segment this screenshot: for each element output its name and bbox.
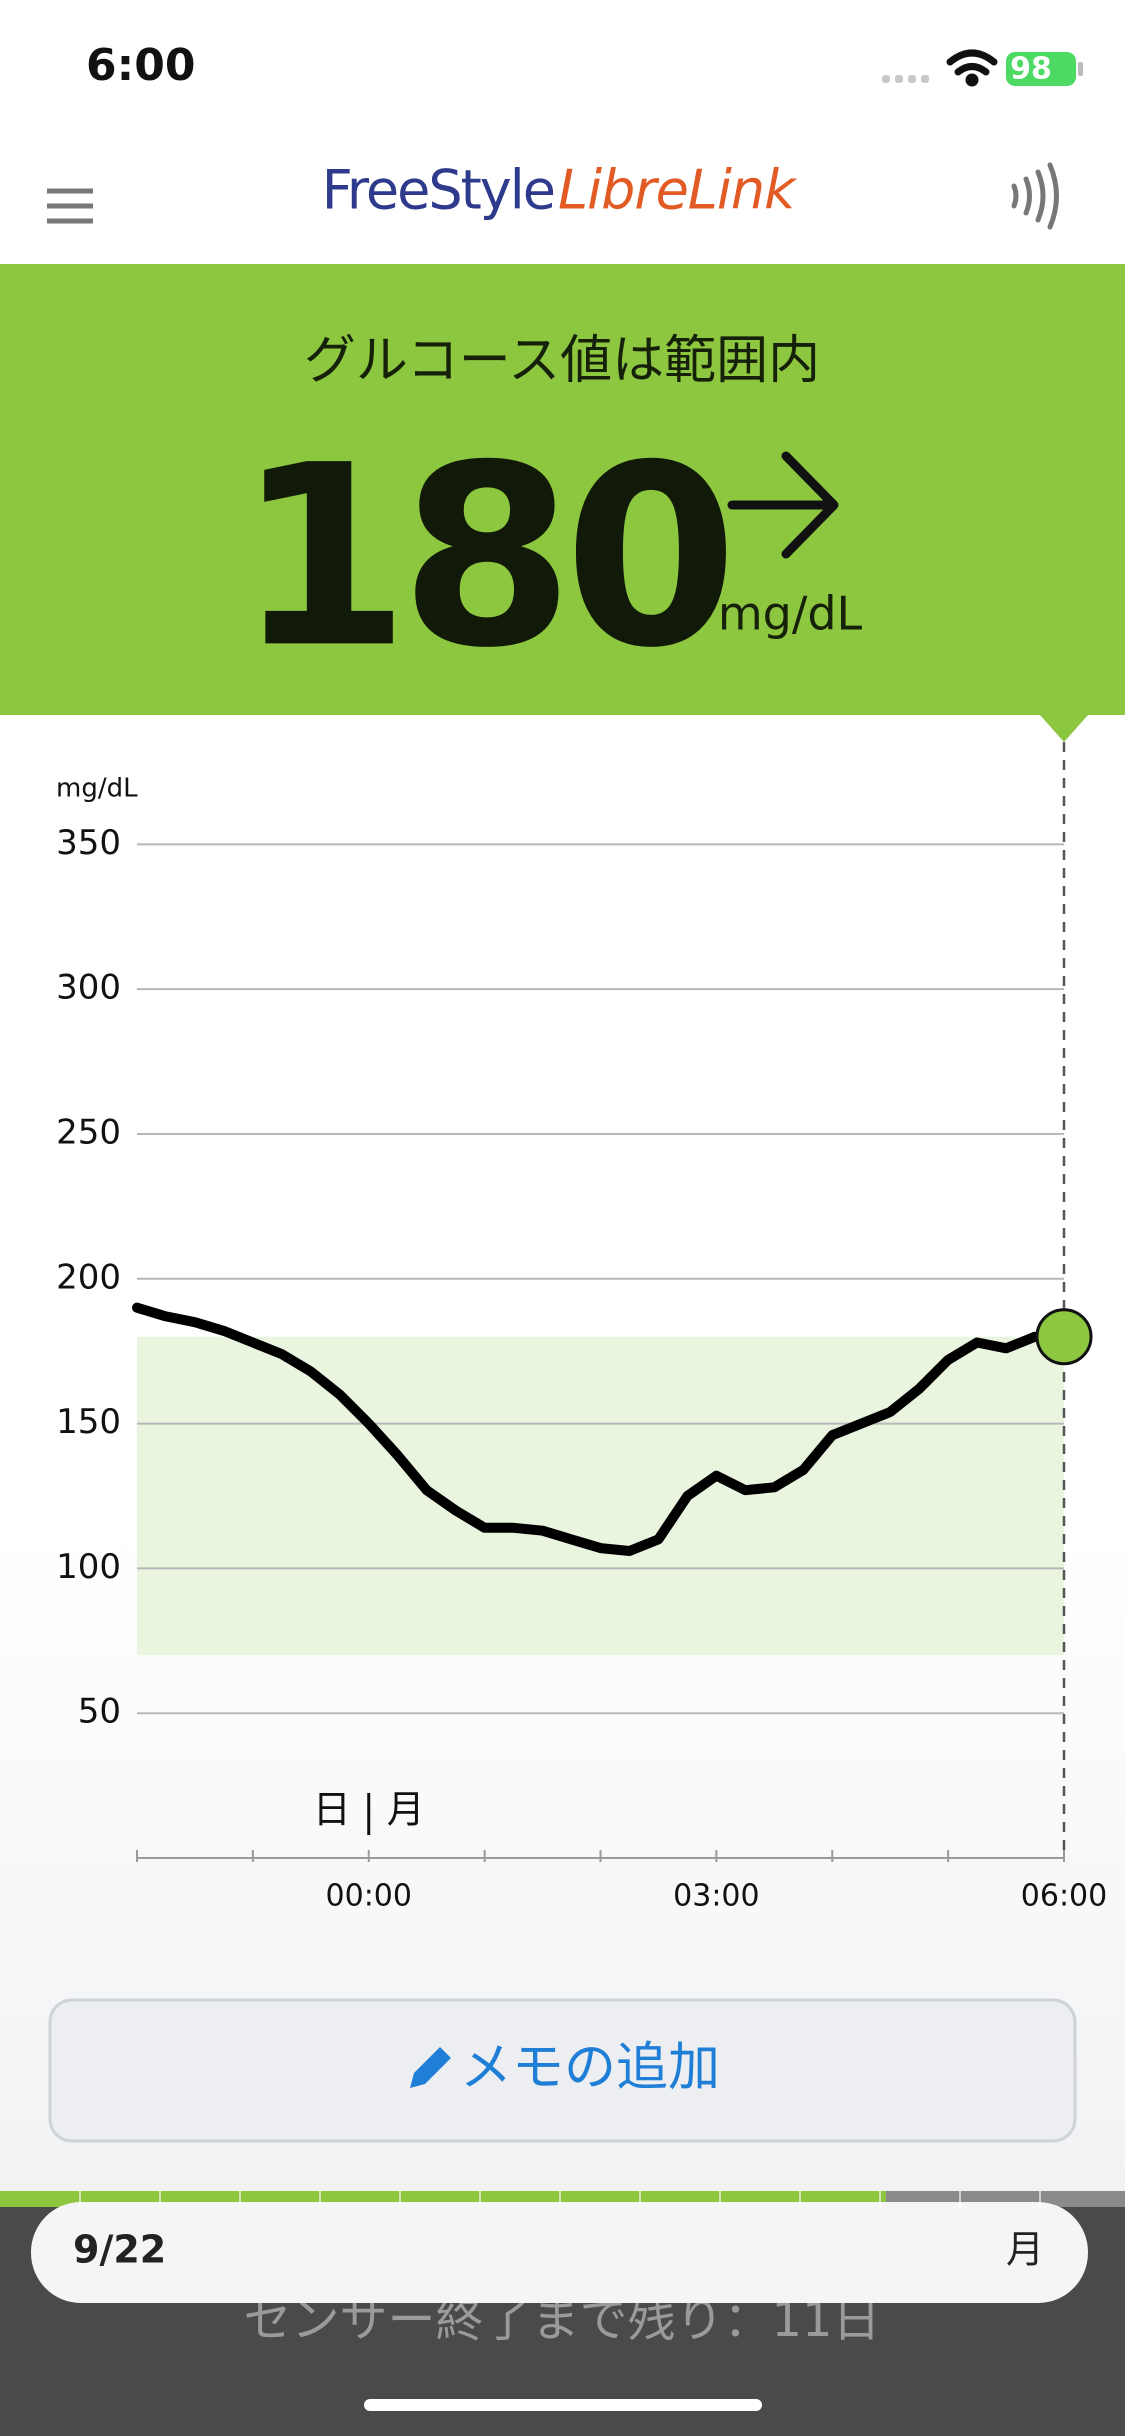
battery-cap <box>1078 62 1083 76</box>
x-tick-label: 03:00 <box>673 1879 759 1914</box>
y-tick-label: 300 <box>56 968 121 1008</box>
menu-icon[interactable] <box>47 188 93 224</box>
banner-status: グルコース値は範囲内 <box>304 331 820 391</box>
pencil-icon <box>410 2047 451 2088</box>
footer-weekday: 月 <box>1006 2228 1044 2272</box>
y-tick-label: 100 <box>56 1547 121 1587</box>
day-label-before: 日 <box>313 1788 351 1832</box>
logo-librelink: LibreLink <box>558 159 798 222</box>
target-range <box>137 1336 1064 1656</box>
glucose-line <box>132 1302 1069 1556</box>
logo-freestyle: FreeStyle <box>322 159 554 222</box>
footer-date: 9/22 <box>73 2228 166 2272</box>
memo-button[interactable] <box>48 1998 1077 2143</box>
battery-level: 98 <box>1010 52 1052 87</box>
wifi-icon <box>946 49 998 87</box>
x-tick-label: 06:00 <box>1021 1879 1107 1914</box>
trend-arrow <box>727 451 839 559</box>
y-tick-label: 350 <box>56 823 121 863</box>
home-indicator <box>364 2399 762 2411</box>
y-axis-label: mg/dL <box>56 774 138 804</box>
status-time: 6:00 <box>86 40 195 91</box>
memo-button-label: メモの追加 <box>460 2038 720 2098</box>
y-tick-label: 50 <box>78 1692 121 1732</box>
glucose-unit: mg/dL <box>718 587 863 641</box>
glucose-value: 180 <box>236 411 728 702</box>
y-tick-label: 150 <box>56 1402 121 1442</box>
cellular-icon <box>882 75 929 83</box>
x-tick-label: 00:00 <box>326 1879 412 1914</box>
day-label-after: 月 <box>387 1788 425 1832</box>
current-point <box>1035 1308 1093 1366</box>
chart: 50 100 150 200 250 300 350 00:00 03:00 06:00 日月 <box>56 742 1107 1914</box>
battery-icon <box>1006 52 1076 86</box>
status-banner <box>0 264 1125 715</box>
banner-pointer <box>1040 715 1088 742</box>
y-tick-label: 250 <box>56 1112 121 1152</box>
y-tick-label: 200 <box>56 1257 121 1297</box>
scan-icon[interactable] <box>1011 162 1059 230</box>
date-pill <box>31 2202 1088 2303</box>
